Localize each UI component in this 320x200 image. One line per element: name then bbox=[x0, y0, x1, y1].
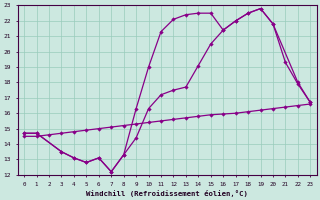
X-axis label: Windchill (Refroidissement éolien,°C): Windchill (Refroidissement éolien,°C) bbox=[86, 190, 248, 197]
